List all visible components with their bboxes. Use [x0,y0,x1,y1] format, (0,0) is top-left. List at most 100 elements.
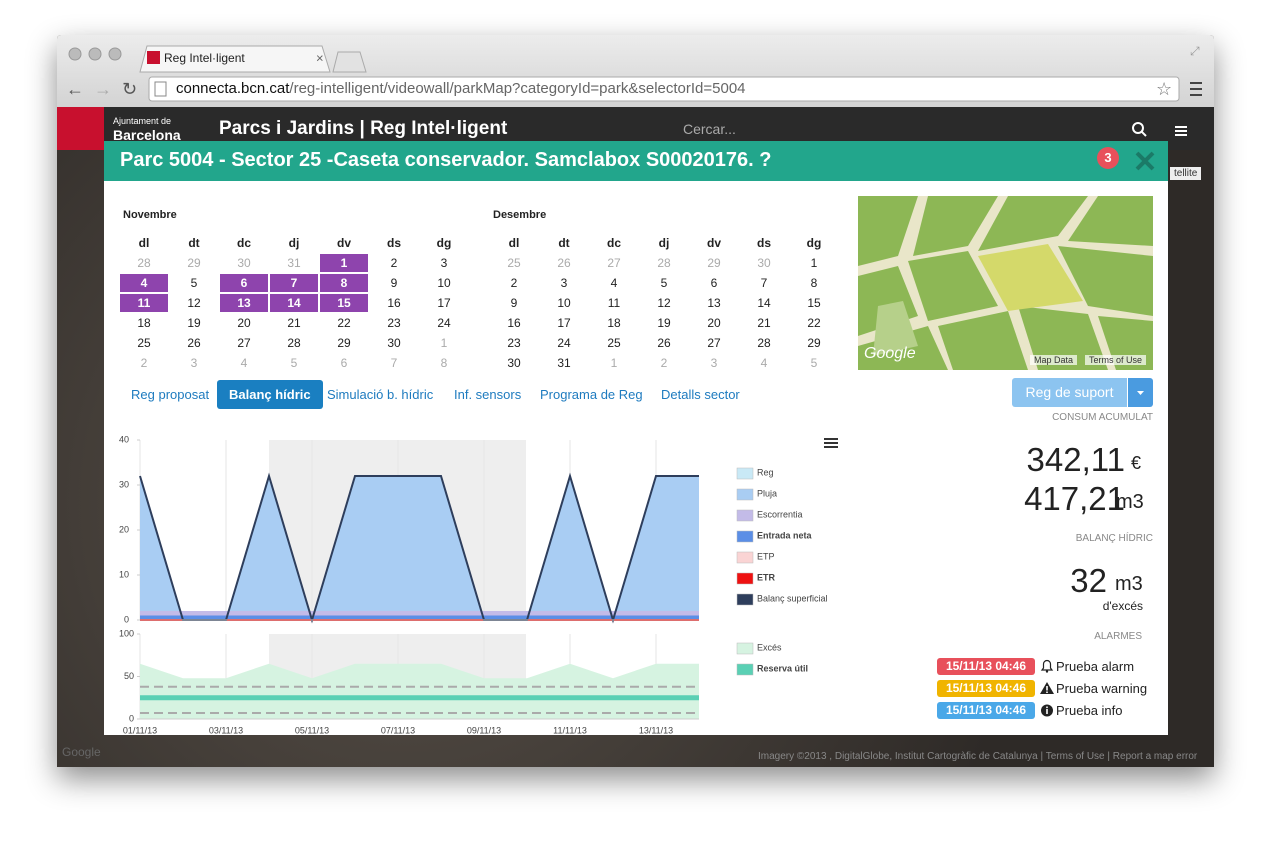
map-type[interactable]: tellite [1170,167,1202,180]
day[interactable]: 16 [387,296,401,310]
day[interactable]: 8 [440,356,448,370]
day[interactable]: 15 [320,294,368,312]
day[interactable]: 20 [237,316,251,330]
day[interactable]: 18 [137,316,151,330]
day[interactable]: 4 [120,274,168,292]
day[interactable]: 15 [807,296,821,310]
day[interactable]: 28 [657,256,671,270]
support-button[interactable]: Reg de suport [1012,378,1127,407]
day[interactable]: 11 [120,294,168,312]
terms[interactable]: Terms of Use [1045,751,1105,762]
address[interactable]: connecta.bcn.cat/reg-intelligent/videowa… [176,80,746,97]
day[interactable]: 2 [140,356,148,370]
day[interactable]: 31 [287,256,301,270]
day[interactable]: 10 [557,296,571,310]
day[interactable]: 2 [510,276,518,290]
day[interactable]: 5 [810,356,818,370]
day[interactable]: 4 [610,276,618,290]
day[interactable]: 1 [810,256,818,270]
day[interactable]: 27 [607,256,621,270]
day[interactable]: 12 [657,296,671,310]
day[interactable]: 29 [337,336,351,350]
tab[interactable]: Reg proposat [131,387,210,402]
day[interactable]: 16 [507,316,521,330]
day[interactable]: 24 [437,316,451,330]
day[interactable]: 27 [707,336,721,350]
chart-menu[interactable] [824,438,838,448]
day[interactable]: 21 [757,316,771,330]
day[interactable]: 22 [807,316,821,330]
day[interactable]: 25 [507,256,521,270]
day[interactable]: 17 [557,316,571,330]
tab[interactable]: Programa de Reg [540,387,643,402]
day[interactable]: 10 [437,276,451,290]
tab[interactable]: Inf. sensors [454,387,522,402]
support-caret[interactable] [1128,378,1153,407]
day[interactable]: 2 [660,356,668,370]
day[interactable]: 1 [440,336,448,350]
day[interactable]: 21 [287,316,301,330]
day[interactable]: 14 [270,294,318,312]
day[interactable]: 26 [657,336,671,350]
day[interactable]: 9 [390,276,398,290]
day[interactable]: 1 [610,356,618,370]
day[interactable]: 7 [760,276,768,290]
day[interactable]: 29 [187,256,201,270]
day[interactable]: 23 [387,316,401,330]
day[interactable]: 4 [760,356,768,370]
day[interactable]: 31 [557,356,571,370]
day[interactable]: 13 [220,294,268,312]
day[interactable]: 17 [437,296,451,310]
day[interactable]: 30 [237,256,251,270]
day[interactable]: 23 [507,336,521,350]
day[interactable]: 6 [710,276,718,290]
day[interactable]: 2 [390,256,398,270]
day[interactable]: 9 [510,296,518,310]
day[interactable]: 8 [320,274,368,292]
day[interactable]: 26 [557,256,571,270]
tab[interactable]: Detalls sector [661,387,740,402]
day[interactable]: 8 [810,276,818,290]
tab[interactable]: Simulació b. hídric [327,387,434,402]
day[interactable]: 5 [190,276,198,290]
day[interactable]: 1 [320,254,368,272]
day[interactable]: 7 [390,356,398,370]
day[interactable]: 28 [757,336,771,350]
day[interactable]: 12 [187,296,201,310]
day[interactable]: 28 [287,336,301,350]
day[interactable]: 3 [710,356,718,370]
day[interactable]: 3 [560,276,568,290]
day[interactable]: 30 [507,356,521,370]
tab[interactable]: Balanç hídric [217,380,323,409]
day[interactable]: 7 [270,274,318,292]
day[interactable]: 19 [187,316,201,330]
day[interactable]: 28 [137,256,151,270]
day[interactable]: 14 [757,296,771,310]
day[interactable]: 22 [337,316,351,330]
close-button[interactable] [1134,150,1156,172]
day[interactable]: 30 [387,336,401,350]
day[interactable]: 6 [220,274,268,292]
map-data[interactable]: Map Data [1030,355,1078,365]
day[interactable]: 26 [187,336,201,350]
day[interactable]: 27 [237,336,251,350]
day[interactable]: 25 [607,336,621,350]
day[interactable]: 29 [807,336,821,350]
day[interactable]: 20 [707,316,721,330]
day[interactable]: 3 [440,256,448,270]
map-terms[interactable]: Terms of Use [1085,355,1147,365]
day[interactable]: 19 [657,316,671,330]
day[interactable]: 24 [557,336,571,350]
day[interactable]: 4 [240,356,248,370]
day[interactable]: 13 [707,296,721,310]
day[interactable]: 25 [137,336,151,350]
day[interactable]: 5 [660,276,668,290]
day[interactable]: 18 [607,316,621,330]
day[interactable]: 30 [757,256,771,270]
day[interactable]: 29 [707,256,721,270]
day[interactable]: 6 [340,356,348,370]
day[interactable]: 5 [290,356,298,370]
day[interactable]: 11 [607,296,621,310]
search-box[interactable]: Cercar... [683,121,736,137]
tab-title[interactable]: Reg Intel·ligent [164,51,245,65]
